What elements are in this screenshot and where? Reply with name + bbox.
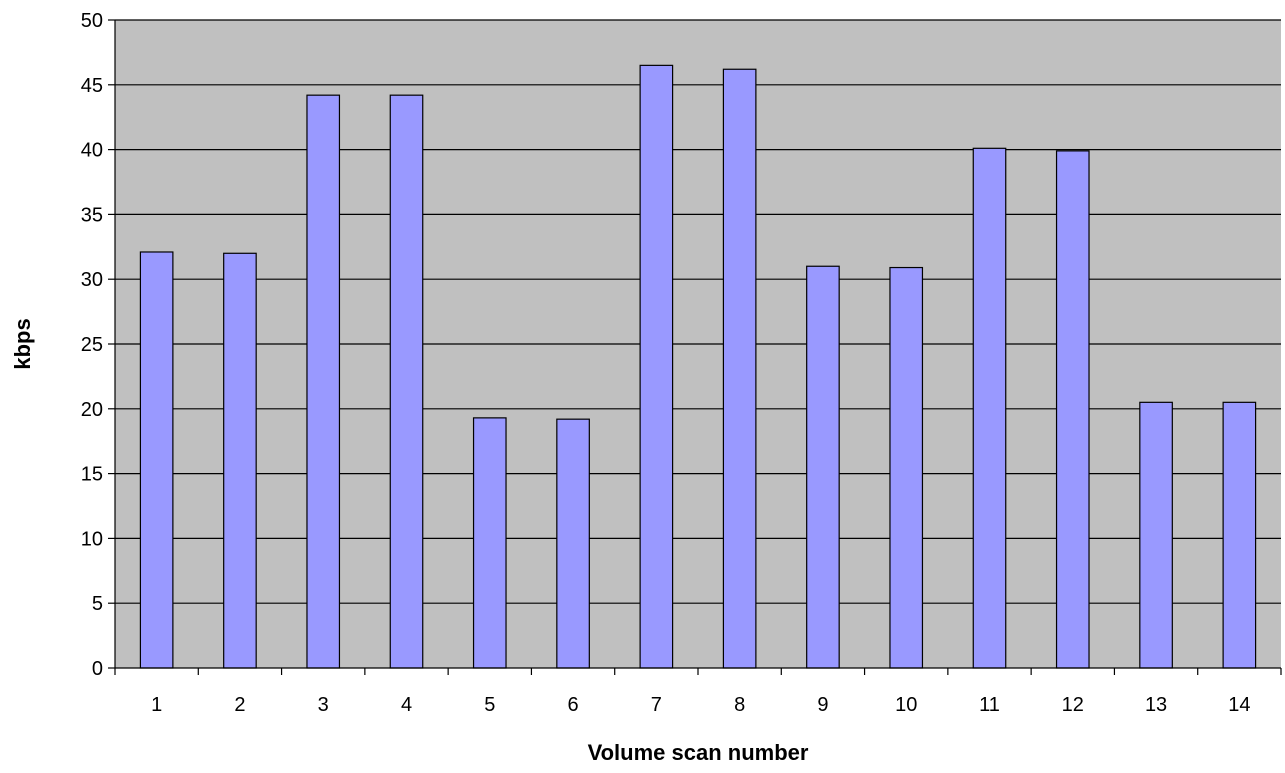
x-tick-label: 2 [234,694,245,716]
bar-6 [556,418,590,669]
bar-14 [1222,401,1257,669]
bar-9 [806,265,840,669]
y-tick-label: 45 [81,75,103,97]
bar-2 [223,252,257,669]
bar-12 [1055,150,1090,669]
x-tick-label: 3 [318,694,329,716]
x-tick-label: 9 [817,694,828,716]
x-tick-label: 10 [895,694,917,716]
y-tick-label: 50 [81,10,103,32]
x-axis-title: Volume scan number [588,740,809,765]
bar-8 [722,68,757,669]
x-tick-label: 14 [1228,694,1250,716]
y-tick-label: 10 [81,528,103,550]
x-tick-label: 11 [979,694,1000,716]
y-tick-label: 25 [81,334,103,356]
x-tick-label: 7 [651,694,662,716]
x-tick-label: 8 [734,694,745,716]
x-tick-label: 6 [568,694,579,716]
y-tick-label: 0 [92,658,103,680]
bar-5 [472,417,507,669]
y-tick-label: 15 [81,464,103,486]
x-tick-label: 12 [1062,694,1084,716]
bar-11 [972,147,1007,669]
y-tick-label: 30 [81,269,103,291]
y-tick-label: 5 [92,593,103,615]
bar-4 [389,94,424,669]
bar-7 [639,64,674,669]
x-tick-label: 4 [401,694,412,716]
y-tick-label: 20 [81,399,103,421]
bar-10 [889,266,924,669]
x-tick-label: 13 [1145,694,1167,716]
x-tick-label: 5 [484,694,495,716]
y-axis-title: kbps [10,318,35,369]
x-tick-label: 1 [151,694,162,716]
y-tick-label: 40 [81,140,103,162]
y-tick-label: 35 [81,204,103,226]
bar-3 [306,94,341,669]
bar-13 [1139,401,1173,669]
bar-1 [139,251,174,669]
